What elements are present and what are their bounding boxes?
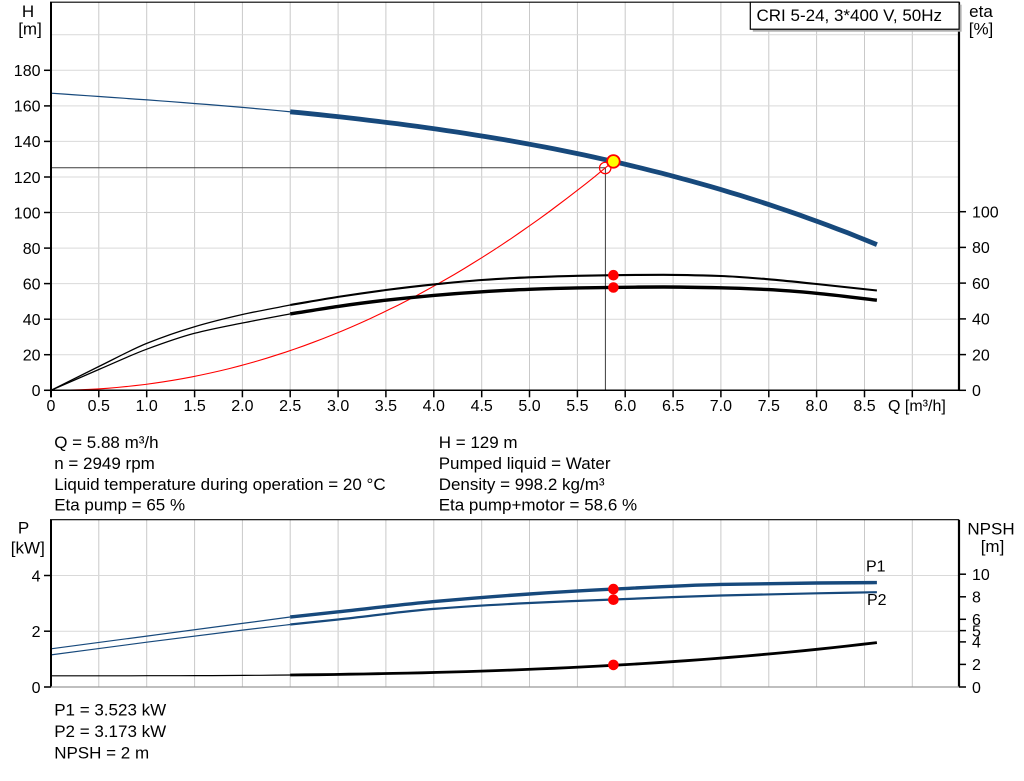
svg-text:10: 10 [972,567,990,584]
svg-text:60: 60 [972,276,990,293]
svg-text:Q [m³/h]: Q [m³/h] [888,398,946,415]
svg-text:5.0: 5.0 [518,398,540,415]
svg-text:2.5: 2.5 [279,398,301,415]
svg-text:80: 80 [23,241,41,258]
svg-text:60: 60 [23,276,41,293]
svg-text:4: 4 [972,635,981,652]
svg-text:7.0: 7.0 [710,398,732,415]
svg-text:[%]: [%] [969,19,994,38]
svg-text:4: 4 [32,568,41,585]
svg-text:140: 140 [14,134,41,151]
svg-text:[kW]: [kW] [11,538,45,557]
svg-text:P: P [18,518,29,537]
svg-text:Pumped liquid = Water: Pumped liquid = Water [439,454,611,473]
svg-text:NPSH: NPSH [967,519,1014,538]
svg-text:2.0: 2.0 [231,398,253,415]
svg-text:Liquid temperature during oper: Liquid temperature during operation = 20… [54,475,385,494]
svg-text:2: 2 [32,624,41,641]
svg-text:P1 = 3.523 kW: P1 = 3.523 kW [54,700,166,719]
svg-text:100: 100 [14,205,41,222]
svg-text:0: 0 [32,383,41,400]
svg-text:P2: P2 [867,592,887,609]
svg-text:H: H [22,2,34,21]
svg-text:0: 0 [972,383,981,400]
svg-text:8: 8 [972,590,981,607]
svg-text:Eta pump+motor = 58.6 %: Eta pump+motor = 58.6 % [439,496,637,515]
svg-text:CRI 5-24, 3*400 V, 50Hz: CRI 5-24, 3*400 V, 50Hz [757,6,943,25]
svg-text:180: 180 [14,63,41,80]
svg-text:Q = 5.88 m³/h: Q = 5.88 m³/h [54,433,158,452]
svg-text:4.5: 4.5 [471,398,493,415]
svg-text:20: 20 [972,347,990,364]
svg-text:4.0: 4.0 [423,398,445,415]
svg-text:20: 20 [23,348,41,365]
svg-text:[m]: [m] [981,537,1005,556]
svg-text:1.0: 1.0 [136,398,158,415]
svg-text:Eta pump = 65 %: Eta pump = 65 % [54,496,185,515]
svg-text:160: 160 [14,99,41,116]
svg-text:NPSH = 2 m: NPSH = 2 m [54,744,149,763]
svg-text:40: 40 [972,312,990,329]
svg-text:8.5: 8.5 [853,398,875,415]
svg-text:P1: P1 [866,559,886,576]
svg-text:H = 129 m: H = 129 m [439,433,518,452]
svg-text:2: 2 [972,657,981,674]
svg-text:[m]: [m] [18,19,42,38]
svg-text:100: 100 [972,205,999,222]
svg-text:3.0: 3.0 [327,398,349,415]
svg-text:6.5: 6.5 [662,398,684,415]
svg-text:eta: eta [969,2,993,21]
svg-text:0: 0 [32,680,41,697]
svg-text:80: 80 [972,240,990,257]
svg-text:n = 2949 rpm: n = 2949 rpm [54,454,155,473]
svg-text:6.0: 6.0 [614,398,636,415]
svg-text:3.5: 3.5 [375,398,397,415]
svg-text:5.5: 5.5 [566,398,588,415]
svg-text:0: 0 [47,398,56,415]
svg-text:8.0: 8.0 [805,398,827,415]
svg-text:P2 = 3.173 kW: P2 = 3.173 kW [54,722,166,741]
svg-text:40: 40 [23,312,41,329]
svg-text:7.5: 7.5 [758,398,780,415]
svg-text:1.5: 1.5 [183,398,205,415]
svg-text:5: 5 [972,623,981,640]
svg-text:Density = 998.2 kg/m³: Density = 998.2 kg/m³ [439,475,605,494]
svg-text:120: 120 [14,170,41,187]
svg-text:0: 0 [972,680,981,697]
svg-text:6: 6 [972,612,981,629]
svg-text:0.5: 0.5 [88,398,110,415]
